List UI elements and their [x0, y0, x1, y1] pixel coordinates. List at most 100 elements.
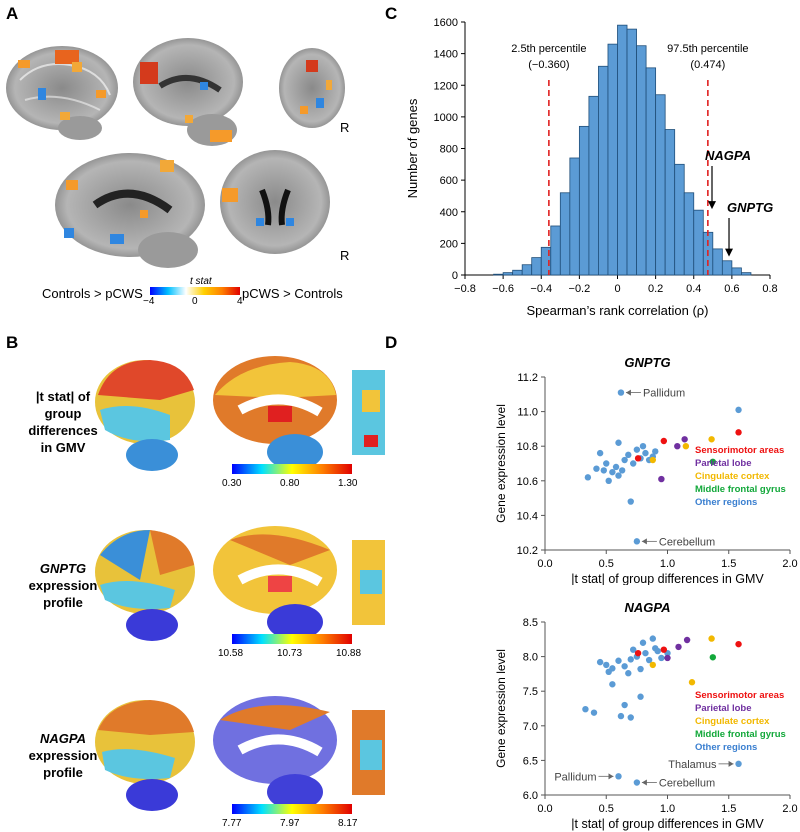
scatter-point — [605, 477, 612, 484]
scatter-point — [735, 406, 742, 414]
scatter-point — [609, 468, 616, 476]
row-label-gnptg: GNPTG expression profile — [28, 561, 98, 610]
histogram-bar — [598, 65, 609, 276]
scatter-point — [637, 665, 644, 673]
histogram-ytick-label: 600 — [440, 175, 458, 187]
region-label: Cerebellum — [659, 778, 715, 790]
scatter-ylabel: Gene expression level — [494, 649, 508, 768]
r-label-1: R — [340, 120, 349, 135]
histogram-bar — [521, 264, 533, 276]
scatter-point — [605, 668, 612, 676]
scatter-point — [627, 498, 634, 505]
scatter-point — [584, 474, 592, 481]
scatter-nagpa: NAGPA 6.0 6.5 7.0 7.5 8.0 8.5 0.0 0.5 1.0 1.5 2.0 Pa… — [494, 600, 798, 831]
panel-a-brain-figure: R R — [6, 38, 349, 268]
scatter-point — [596, 449, 604, 457]
scatter-ytick-label: 11.2 — [517, 372, 538, 384]
histogram-bar — [569, 157, 580, 276]
legend-entry: Sensorimotor areas — [695, 690, 784, 701]
scatter-point — [582, 705, 589, 713]
scatter-point — [590, 709, 598, 716]
scatter-point — [658, 475, 665, 483]
histogram-bar — [645, 67, 657, 276]
brain-slice-coronal — [220, 150, 330, 254]
scatter-point — [621, 456, 628, 464]
colorbar-b1-tick-0: 0.30 — [222, 478, 242, 489]
scatter-point — [664, 654, 671, 662]
colorbar-b1-tick-1: 0.80 — [280, 478, 300, 489]
histogram-xlabel: Spearman’s rank correlation (ρ) — [526, 303, 708, 318]
legend-entry: Cingulate cortex — [695, 716, 770, 727]
scatter-point — [621, 701, 628, 709]
r-label-2: R — [340, 248, 349, 263]
colorbar-b-tstat — [232, 464, 352, 474]
colorbar-b2-tick-2: 10.88 — [336, 648, 362, 659]
scatter-ytick-label: 8.5 — [523, 617, 538, 629]
histogram-bar — [712, 248, 723, 276]
histogram-ytick-label: 1200 — [434, 80, 458, 92]
histogram-bar — [683, 192, 695, 276]
label-controls-gt-pcws: Controls > pCWS — [42, 286, 143, 301]
scatter-point — [615, 439, 622, 446]
histogram-bar — [559, 192, 571, 276]
colorbar-tick-mid: 0 — [192, 296, 198, 307]
scatter-xtick-label: 0.5 — [599, 803, 614, 815]
scatter-point — [735, 760, 742, 768]
histogram-ytick-label: 200 — [440, 238, 458, 250]
scatter-gnptg: GNPTG 10.2 10.4 10.6 10.8 11.0 11.2 0.0 0.5 1.0 1.… — [494, 355, 798, 585]
scatter-point — [642, 649, 649, 657]
scatter-point — [675, 643, 682, 651]
colorbar-tick-min: −4 — [143, 296, 155, 307]
parcellation-nagpa — [95, 696, 385, 811]
scatter-point — [642, 449, 649, 457]
scatter-point — [593, 465, 600, 472]
scatter-point — [609, 681, 616, 688]
histogram-xtick-label: −0.8 — [454, 283, 476, 295]
scatter-xtick-label: 2.0 — [782, 558, 797, 570]
colorbar-b-gnptg — [232, 634, 352, 644]
scatter-point — [625, 451, 632, 459]
scatter-point — [603, 460, 610, 467]
histogram-bar — [674, 163, 685, 276]
scatter-point — [600, 467, 607, 474]
scatter-xtick-label: 1.0 — [660, 558, 675, 570]
histogram-bar — [693, 209, 704, 276]
histogram-ytick-label: 1400 — [434, 49, 458, 61]
percentile-label: 97.5th percentile — [667, 43, 748, 55]
scatter-title: GNPTG — [624, 355, 670, 370]
scatter-point — [735, 640, 742, 648]
scatter-point — [652, 448, 659, 455]
scatter-point — [596, 658, 604, 666]
histogram-bar — [655, 94, 666, 276]
scatter-point — [615, 773, 622, 780]
scatter-xtick-label: 2.0 — [782, 803, 797, 815]
scatter-xlabel: |t stat| of group differences in GMV — [571, 817, 764, 831]
scatter-point — [627, 656, 634, 663]
scatter-xtick-label: 1.5 — [721, 558, 736, 570]
histogram-xtick-label: −0.4 — [530, 283, 552, 295]
row-label-nagpa: NAGPA expression profile — [28, 731, 98, 780]
panel-letter-a: A — [6, 4, 19, 23]
histogram-bar — [512, 269, 523, 276]
scatter-ytick-label: 10.8 — [517, 441, 538, 453]
annotation-gnptg: GNPTG — [727, 200, 773, 215]
region-label-arrowhead — [641, 538, 647, 545]
scatter-point — [630, 646, 637, 653]
colorbar-b1-tick-2: 1.30 — [338, 478, 358, 489]
scatter-point — [603, 661, 610, 669]
scatter-point — [625, 670, 632, 677]
colorbar-b3-tick-2: 8.17 — [338, 818, 358, 829]
row-label-tstat: |t stat| of group differences in GMV — [28, 389, 98, 455]
annotation-arrowhead-nagpa — [708, 201, 716, 210]
legend-entry: Other regions — [695, 497, 757, 508]
scatter-point — [618, 467, 626, 474]
scatter-point — [612, 463, 620, 471]
histogram-bar — [578, 125, 590, 276]
scatter-point — [660, 437, 668, 445]
scatter-point — [633, 779, 641, 786]
histogram-bar — [493, 273, 504, 276]
scatter-xtick-label: 1.0 — [660, 803, 675, 815]
scatter-point — [634, 455, 642, 462]
region-label-arrowhead — [625, 389, 631, 396]
scatter-xtick-label: 1.5 — [721, 803, 736, 815]
